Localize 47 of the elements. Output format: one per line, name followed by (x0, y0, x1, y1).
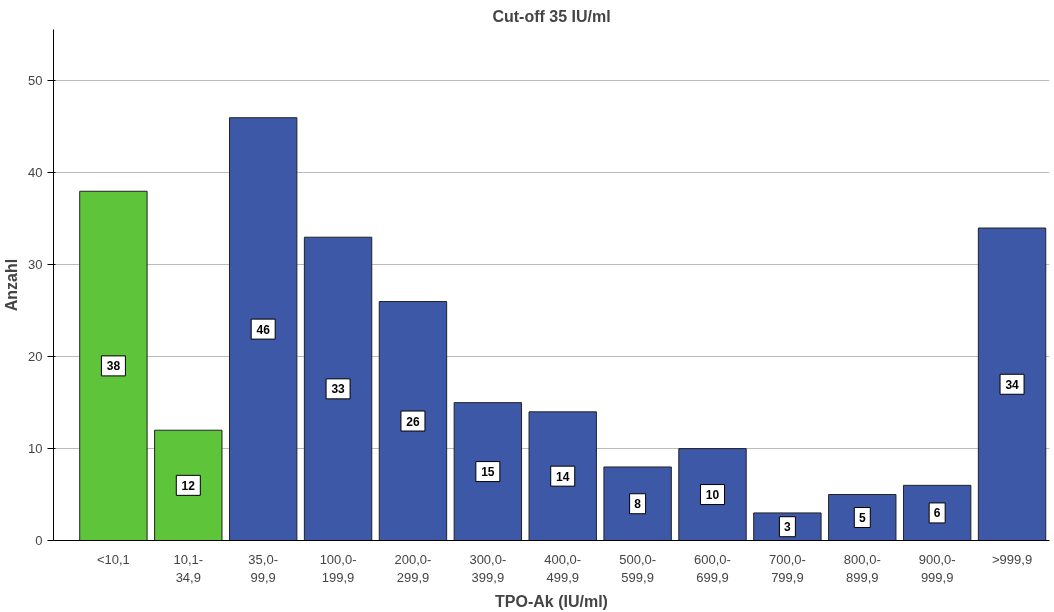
bar (154, 429, 223, 541)
y-tick-label: 40 (28, 165, 43, 181)
bar (828, 494, 897, 541)
x-tick-label: 300,0- 399,9 (469, 551, 507, 585)
x-tick-label: 500,0- 599,9 (619, 551, 657, 585)
data-label: 14 (556, 469, 570, 484)
data-label: 8 (634, 497, 642, 512)
x-tick-label: 600,0- 699,9 (694, 551, 731, 585)
bar (303, 236, 373, 541)
data-label: 5 (858, 511, 866, 526)
data-label: 34 (1005, 377, 1020, 392)
x-tick-label: 800,0- 899,9 (843, 551, 881, 585)
bar (453, 402, 523, 541)
data-label: 26 (406, 414, 420, 429)
chart-title: Cut-off 35 IU/ml (492, 7, 611, 25)
x-tick-label: 10,1- 34,9 (173, 551, 204, 585)
x-tick-label: 900,0- 999,9 (918, 551, 956, 585)
data-label: 12 (181, 478, 196, 493)
y-tick-label: 20 (28, 349, 43, 365)
y-tick-label: 30 (28, 257, 43, 273)
bar (603, 466, 672, 541)
x-tick-label: 35,0- 99,9 (248, 551, 279, 585)
bar (528, 411, 597, 541)
data-label: 38 (106, 359, 121, 374)
x-tick-label: <10,1 (96, 551, 130, 567)
y-tick-label: 10 (28, 441, 43, 457)
bar (977, 227, 1047, 541)
x-tick-label: 700,0- 799,9 (768, 551, 806, 585)
y-tick-label: 50 (28, 73, 43, 89)
data-label: 33 (331, 382, 346, 397)
data-label: 6 (933, 506, 941, 521)
y-tick-label: 0 (35, 533, 43, 548)
data-label: 3 (784, 520, 792, 535)
y-axis-title: Anzahl (3, 258, 21, 312)
bar (902, 484, 972, 541)
x-tick-label: 200,0- 299,9 (394, 551, 432, 585)
x-tick-label: 400,0- 499,9 (544, 551, 582, 585)
bar (678, 448, 747, 541)
bar (79, 190, 148, 541)
x-tick-label: >999,9 (991, 551, 1033, 567)
x-tick-label: 100,0- 199,9 (319, 551, 357, 585)
data-label: 10 (705, 488, 720, 503)
bar (228, 117, 298, 541)
data-label: 46 (256, 322, 271, 337)
data-label: 15 (481, 465, 495, 480)
x-axis-title: TPO-Ak (IU/ml) (495, 592, 608, 610)
bar (378, 301, 448, 541)
